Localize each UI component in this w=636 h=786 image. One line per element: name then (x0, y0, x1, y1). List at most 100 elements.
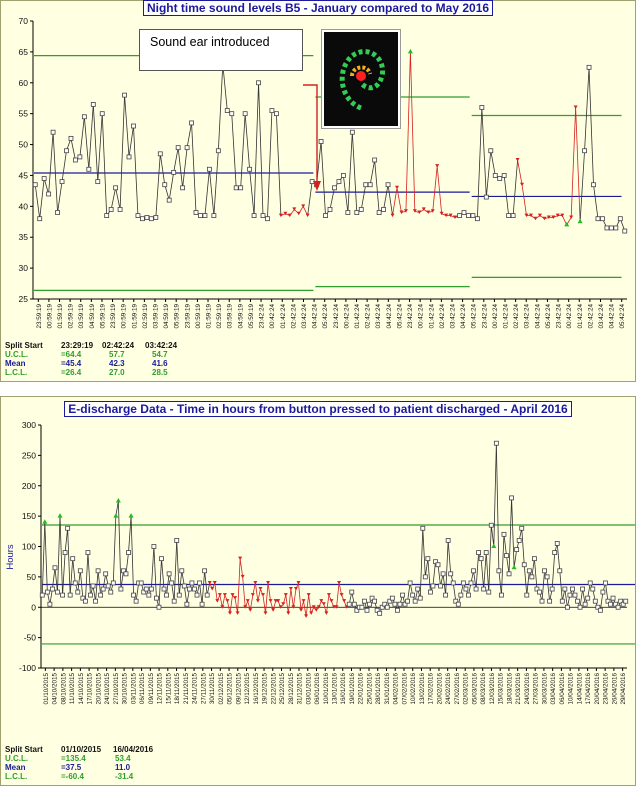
edischarge-point (62, 550, 68, 555)
edischarge-point (100, 586, 106, 592)
sound-series-segment (521, 184, 527, 216)
edischarge-series-segment (325, 595, 330, 614)
sound-series-segment (360, 184, 367, 210)
edischarge-point (613, 601, 618, 607)
edischarge-point (204, 592, 210, 598)
edischarge-point-special (511, 564, 517, 570)
sound-point (474, 216, 480, 222)
sound-point-run (542, 216, 547, 221)
edischarge-point (60, 592, 65, 598)
edischarge-point-run (207, 580, 212, 585)
sound-point (122, 92, 127, 98)
edischarge-series-segment (442, 573, 447, 596)
edischarge-series-segment (308, 595, 312, 614)
edischarge-point (379, 604, 385, 610)
sound-point (184, 145, 190, 151)
edischarge-x-tick-label: 15/03/2016 (498, 673, 505, 705)
sound-x-tick-label: 00:42:24 (343, 304, 350, 329)
edischarge-point (141, 589, 147, 595)
sound-series-segment (249, 169, 255, 216)
sound-point (510, 213, 516, 219)
edischarge-point-run (243, 605, 248, 609)
stats2-split-label: Split Start (5, 745, 43, 754)
edischarge-point-run (316, 605, 321, 609)
edischarge-series-segment (153, 546, 157, 599)
edischarge-point-run (276, 599, 281, 603)
edischarge-series-segment (534, 558, 538, 590)
sound-x-tick-label: 03:42:24 (598, 304, 605, 329)
edischarge-series-segment (559, 570, 563, 602)
sound-x-tick-label: 04:42:24 (460, 304, 467, 329)
edischarge-point (438, 583, 443, 589)
edischarge-point (159, 556, 164, 562)
edischarge-series-segment (112, 516, 117, 583)
edischarge-point (82, 598, 88, 604)
edischarge-x-tick-label: 10/01/2016 (323, 673, 330, 705)
sound-point (113, 185, 119, 191)
edischarge-series-segment (115, 500, 119, 517)
edischarge-series-segment (135, 582, 140, 602)
edischarge-point-run (304, 614, 309, 618)
edischarge-series-segment (44, 522, 48, 593)
edischarge-series-segment (523, 564, 528, 596)
sound-x-tick-label: 03:59:19 (78, 304, 85, 329)
edischarge-x-tick-label: 14/04/2016 (576, 673, 583, 705)
edischarge-point (197, 580, 202, 586)
edischarge-series-segment (488, 525, 492, 593)
edischarge-series-segment (599, 592, 604, 611)
edischarge-series-segment (242, 576, 246, 608)
sound-point (224, 108, 230, 113)
edischarge-point-special (42, 519, 48, 524)
edischarge-point-run (281, 602, 286, 606)
sound-series-segment (575, 107, 581, 222)
sound-x-tick-label: 00:42:24 (269, 304, 276, 329)
sound-y-tick-label: 50 (19, 140, 29, 150)
stats-ucl-label: U.C.L. (5, 350, 29, 359)
edischarge-series-segment (485, 552, 490, 593)
edischarge-point-run (258, 587, 263, 591)
stats2-mean-1: =37.5 (61, 763, 82, 772)
sound-point (376, 210, 382, 215)
edischarge-point-run (222, 593, 227, 597)
edischarge-point (608, 601, 613, 607)
sound-point (622, 228, 628, 234)
sound-series-segment (186, 122, 192, 148)
edischarge-x-tick-label: 24/03/2016 (524, 673, 531, 705)
edischarge-series-segment (166, 573, 170, 596)
sound-point (381, 207, 386, 212)
edischarge-point (103, 571, 109, 577)
edischarge-point-run (273, 599, 278, 603)
edischarge-x-tick-label: 30/11/2015 (209, 673, 216, 705)
edischarge-x-tick-label: 02/12/2015 (218, 673, 225, 705)
edischarge-point (486, 589, 492, 595)
edischarge-point (93, 598, 98, 604)
edischarge-x-tick-label: 26/04/2016 (611, 673, 618, 705)
sound-x-tick-label: 00:59:19 (46, 304, 53, 329)
sound-point (68, 135, 74, 141)
edischarge-point (415, 586, 421, 592)
edischarge-point (542, 568, 547, 574)
edischarge-point (514, 547, 520, 552)
sound-series-segment (222, 64, 228, 111)
sound-series-segment (213, 150, 219, 216)
edischarge-point (496, 568, 502, 574)
edischarge-x-tick-label: 21/11/2015 (183, 673, 190, 705)
edischarge-point-run (337, 580, 342, 585)
sound-series-segment (476, 107, 483, 219)
sound-point (126, 154, 132, 160)
sound-x-tick-label: 05:42:24 (545, 304, 552, 329)
sound-point-run (520, 182, 525, 187)
sound-x-tick-label: 01:59:19 (57, 304, 64, 329)
edischarge-point (580, 586, 586, 592)
sound-series-segment (173, 147, 179, 173)
edischarge-series-segment (287, 588, 292, 614)
edischarge-point (123, 571, 129, 577)
sound-series-segment (110, 187, 117, 210)
sound-series-segment (588, 67, 594, 185)
edischarge-point (532, 556, 537, 562)
sound-point (86, 166, 92, 172)
edischarge-series-segment (511, 497, 515, 568)
sound-series-segment (244, 113, 251, 170)
edischarge-x-tick-label: 07/02/2016 (401, 673, 408, 705)
edischarge-chart: -100 -50 0 50 100 150 200 250 300 01/10/2015 04/10… (5, 420, 635, 705)
